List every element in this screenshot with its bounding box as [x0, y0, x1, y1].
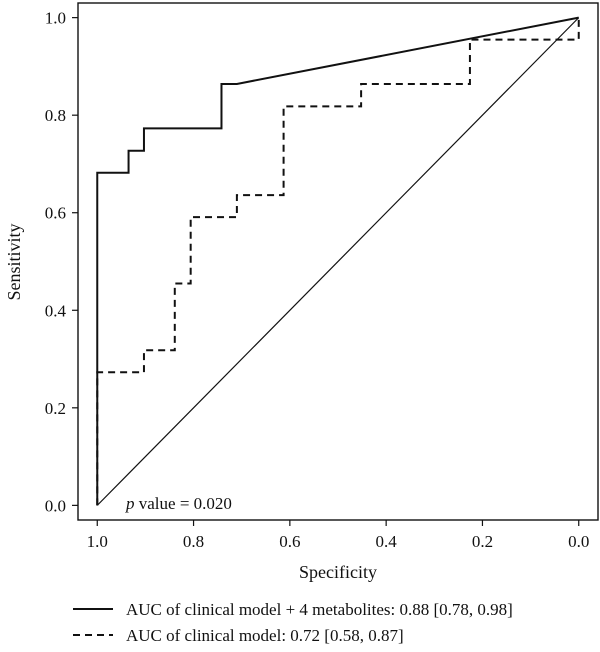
legend-label-2: AUC of clinical model: 0.72 [0.58, 0.87]: [126, 626, 404, 645]
x-tick-label: 0.0: [568, 532, 589, 551]
p-value-annotation: p value = 0.020: [125, 494, 232, 513]
legend-label-1: AUC of clinical model + 4 metabolites: 0…: [126, 600, 513, 619]
p-value-text: value = 0.020: [135, 494, 232, 513]
roc-series-line-2: [96, 17, 580, 506]
y-tick-label: 0.8: [45, 106, 66, 125]
x-axis-label: Specificity: [299, 562, 377, 582]
x-tick-label: 0.6: [279, 532, 300, 551]
y-tick-label: 0.4: [45, 301, 67, 320]
x-tick-label: 0.4: [376, 532, 398, 551]
y-tick-label: 1.0: [45, 9, 66, 28]
reference-line-layer: [96, 17, 580, 506]
x-tick-label: 1.0: [87, 532, 108, 551]
plot-frame: [77, 2, 599, 521]
y-axis-label: Sensitivity: [4, 223, 24, 300]
x-axis-ticks: 1.0 0.8 0.6 0.4 0.2 0.0: [87, 520, 589, 551]
y-axis-ticks: 0.0 0.2 0.4 0.6 0.8 1.0: [45, 9, 78, 515]
p-value-italic-label: p: [125, 494, 135, 513]
y-tick-label: 0.6: [45, 204, 66, 223]
x-tick-label: 0.2: [472, 532, 493, 551]
legend: AUC of clinical model + 4 metabolites: 0…: [73, 600, 513, 645]
roc-series-line-1: [96, 16, 579, 506]
x-tick-label: 0.8: [183, 532, 204, 551]
y-tick-label: 0.2: [45, 399, 66, 418]
y-tick-label: 0.0: [45, 496, 66, 515]
diagonal-reference-line: [96, 17, 580, 506]
series-layer: [96, 16, 580, 506]
